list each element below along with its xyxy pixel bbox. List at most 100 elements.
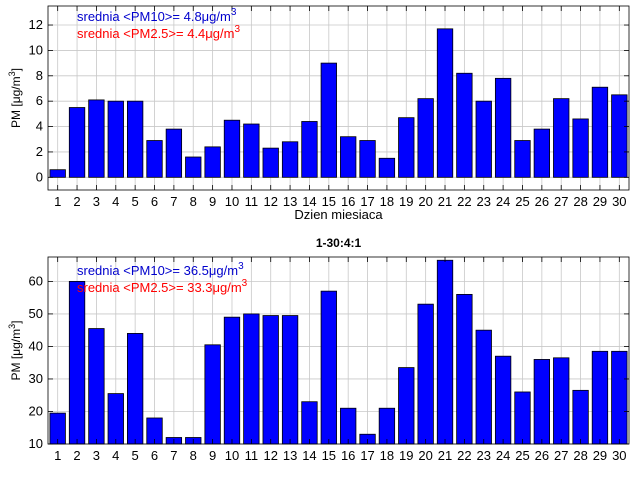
x-tick-label: 6 — [151, 194, 158, 209]
bar-7 — [165, 128, 183, 178]
x-tick-label: 21 — [438, 448, 452, 463]
bar-29 — [591, 86, 609, 178]
x-tick-label: 1 — [54, 194, 61, 209]
x-tick-label: 16 — [341, 448, 355, 463]
bar-6 — [146, 140, 163, 178]
x-tick-label: 19 — [399, 194, 413, 209]
bar-13 — [281, 315, 299, 445]
bar-18 — [378, 157, 396, 178]
chart-title: 1-30:4:1 — [316, 236, 362, 250]
y-tick-label: 2 — [36, 144, 43, 159]
annotation-pm25-mean: srednia <PM2.5>= 4.4μg/m3 — [77, 24, 240, 41]
bar-17 — [359, 140, 376, 178]
x-tick-label: 29 — [593, 194, 607, 209]
bar-28 — [572, 389, 589, 445]
x-tick-label: 28 — [573, 448, 587, 463]
x-tick-label: 20 — [418, 448, 432, 463]
y-axis-label: PM [μg/m3] — [7, 321, 23, 381]
x-tick-label: 26 — [535, 194, 549, 209]
y-tick-label: 50 — [29, 306, 43, 321]
y-tick-label: 0 — [36, 169, 43, 184]
x-tick-label: 4 — [112, 448, 119, 463]
x-tick-label: 25 — [515, 194, 529, 209]
bar-26 — [533, 359, 550, 445]
x-tick-label: 5 — [132, 448, 139, 463]
bar-3 — [88, 328, 105, 445]
bar-15 — [320, 62, 337, 178]
x-tick-label: 15 — [322, 448, 336, 463]
bar-12 — [262, 147, 279, 178]
x-tick-label: 18 — [380, 448, 394, 463]
x-tick-label: 23 — [477, 448, 491, 463]
bar-16 — [340, 136, 357, 178]
x-tick-label: 13 — [283, 194, 297, 209]
plot-area — [48, 6, 629, 190]
bar-1 — [49, 169, 66, 178]
x-tick-label: 23 — [477, 194, 491, 209]
bar-23 — [475, 329, 492, 445]
y-axis-label: PM [μg/m3] — [7, 68, 23, 128]
bar-10 — [223, 316, 241, 445]
y-tick-label: 6 — [36, 93, 43, 108]
x-tick-label: 11 — [245, 448, 259, 463]
x-tick-label: 17 — [360, 194, 374, 209]
x-tick-label: 28 — [573, 194, 587, 209]
x-tick-label: 24 — [496, 448, 510, 463]
axes-box — [47, 5, 630, 191]
bar-2 — [68, 107, 86, 178]
bar-9 — [204, 146, 221, 178]
x-tick-label: 27 — [554, 448, 568, 463]
bar-24 — [494, 355, 512, 445]
bar-11 — [243, 123, 260, 178]
x-tick-label: 3 — [93, 194, 100, 209]
bar-22 — [456, 72, 473, 178]
bar-21 — [436, 259, 454, 445]
x-tick-label: 17 — [360, 448, 374, 463]
x-tick-label: 21 — [438, 194, 452, 209]
bar-21 — [436, 28, 454, 178]
x-tick-label: 10 — [225, 448, 239, 463]
bar-10 — [223, 119, 241, 178]
bar-3 — [88, 99, 105, 178]
bar-28 — [572, 118, 589, 178]
x-tick-label: 22 — [457, 194, 471, 209]
y-tick-label: 40 — [29, 338, 43, 353]
x-tick-label: 11 — [245, 194, 259, 209]
bar-5 — [127, 333, 144, 445]
x-tick-label: 14 — [302, 194, 316, 209]
bar-19 — [398, 117, 415, 178]
bar-4 — [107, 100, 124, 178]
annotation-pm25-mean: srednia <PM2.5>= 33.3μg/m3 — [77, 278, 248, 295]
x-tick-label: 29 — [593, 448, 607, 463]
bar-4 — [107, 393, 124, 445]
x-tick-label: 2 — [73, 194, 80, 209]
x-tick-label: 15 — [322, 194, 336, 209]
bar-12 — [262, 315, 279, 445]
x-tick-label: 19 — [399, 448, 413, 463]
x-tick-label: 6 — [151, 448, 158, 463]
bar-8 — [185, 156, 202, 178]
x-tick-label: 24 — [496, 194, 510, 209]
x-tick-label: 10 — [225, 194, 239, 209]
bar-20 — [417, 303, 434, 445]
bar-14 — [301, 401, 318, 445]
x-tick-label: 18 — [380, 194, 394, 209]
x-tick-label: 14 — [302, 448, 316, 463]
bar-16 — [340, 407, 357, 445]
x-tick-label: 5 — [132, 194, 139, 209]
x-tick-label: 4 — [112, 194, 119, 209]
bar-30 — [611, 350, 628, 445]
bar-27 — [553, 357, 570, 445]
y-tick-label: 4 — [36, 119, 43, 134]
x-tick-label: 13 — [283, 448, 297, 463]
x-tick-label: 9 — [209, 448, 216, 463]
x-tick-label: 27 — [554, 194, 568, 209]
y-tick-label: 12 — [29, 17, 43, 32]
bar-22 — [456, 293, 473, 445]
annotation-pm10-mean: srednia <PM10>= 36.5μg/m3 — [77, 261, 244, 278]
bar-24 — [494, 77, 512, 178]
bar-15 — [320, 290, 337, 445]
